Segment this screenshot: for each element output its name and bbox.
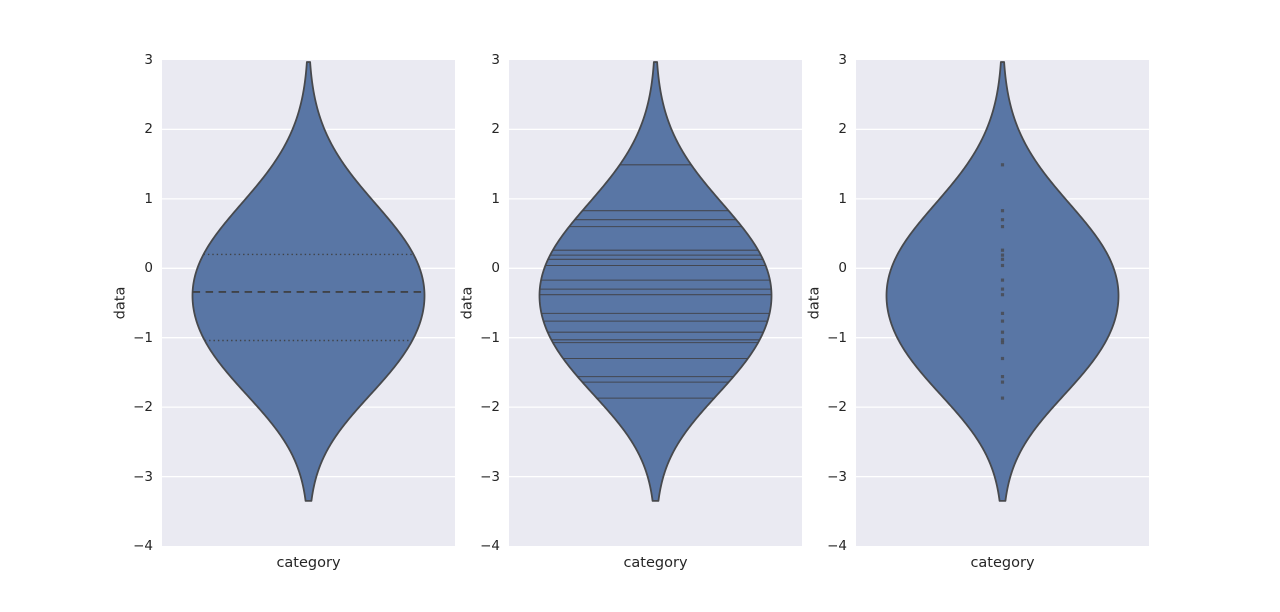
- point-marker: [1000, 209, 1005, 213]
- y-tick-label: −1: [480, 329, 500, 346]
- y-tick-label: 0: [838, 260, 847, 277]
- subplot-stick-violin: data category 3 2 1 0 −1 −2 −3 −4: [459, 52, 802, 571]
- y-tick-label: −4: [827, 538, 847, 554]
- point-marker: [1000, 338, 1005, 342]
- point-marker: [1000, 253, 1005, 257]
- violin-shape: [538, 61, 773, 502]
- y-tick-label: −2: [480, 399, 500, 416]
- y-axis-label-text: data: [459, 286, 476, 320]
- y-tick-label: −3: [480, 468, 500, 485]
- y-tick-label: −2: [827, 399, 847, 416]
- point-marker: [1000, 356, 1005, 361]
- y-axis-label-text: data: [112, 286, 129, 320]
- y-tick-label: −3: [827, 468, 847, 485]
- point-marker: [1000, 375, 1005, 379]
- point-marker: [1000, 311, 1005, 315]
- point-marker: [1000, 380, 1005, 384]
- point-marker: [1000, 263, 1005, 268]
- violin-canvas: [856, 61, 1149, 502]
- y-tick-label: 3: [144, 52, 153, 68]
- point-marker: [1000, 225, 1005, 229]
- y-tick-label: −1: [133, 329, 153, 346]
- point-marker: [1000, 330, 1005, 334]
- subplot-point-violin: data category 3 2 1 0 −1 −2 −3 −4: [806, 52, 1149, 571]
- point-marker: [1000, 218, 1005, 222]
- axes-quartile: [162, 60, 455, 546]
- y-tick-label: −2: [133, 399, 153, 416]
- point-marker: [1000, 287, 1005, 291]
- x-axis-label: category: [970, 555, 1035, 571]
- y-tick-label: 2: [491, 121, 500, 138]
- x-axis-label: category: [276, 555, 341, 571]
- point-marker: [1000, 396, 1005, 400]
- y-tick-label: −4: [480, 538, 500, 554]
- point-marker: [1000, 278, 1005, 282]
- y-tick-label: −4: [133, 538, 153, 554]
- x-axis-label: category: [623, 555, 688, 571]
- point-marker: [1000, 257, 1005, 261]
- y-tick-label: −3: [133, 468, 153, 485]
- point-marker: [1000, 293, 1005, 297]
- y-tick-label: 3: [491, 52, 500, 68]
- y-tick-label: 1: [144, 190, 153, 207]
- point-marker: [1000, 319, 1005, 323]
- y-tick-label: 2: [144, 121, 153, 138]
- axes-point: [856, 60, 1149, 546]
- y-tick-label: 0: [491, 260, 500, 277]
- violin-shape: [191, 61, 426, 502]
- y-tick-label: 2: [838, 121, 847, 138]
- subplot-quartile-violin: data category 3 2 1 0 −1 −2 −3 −4: [112, 52, 455, 571]
- y-tick-label: −1: [827, 329, 847, 346]
- y-tick-label: 0: [144, 260, 153, 277]
- axes-stick: [509, 60, 802, 546]
- y-axis-label-text: data: [806, 286, 823, 320]
- y-tick-label: 1: [838, 190, 847, 207]
- y-tick-label: 3: [838, 52, 847, 68]
- point-marker: [1000, 163, 1005, 167]
- y-tick-label: 1: [491, 190, 500, 207]
- point-marker: [1000, 248, 1005, 252]
- violin-canvas: [162, 61, 455, 502]
- point-marker: [1000, 341, 1005, 345]
- violin-canvas: [509, 61, 802, 502]
